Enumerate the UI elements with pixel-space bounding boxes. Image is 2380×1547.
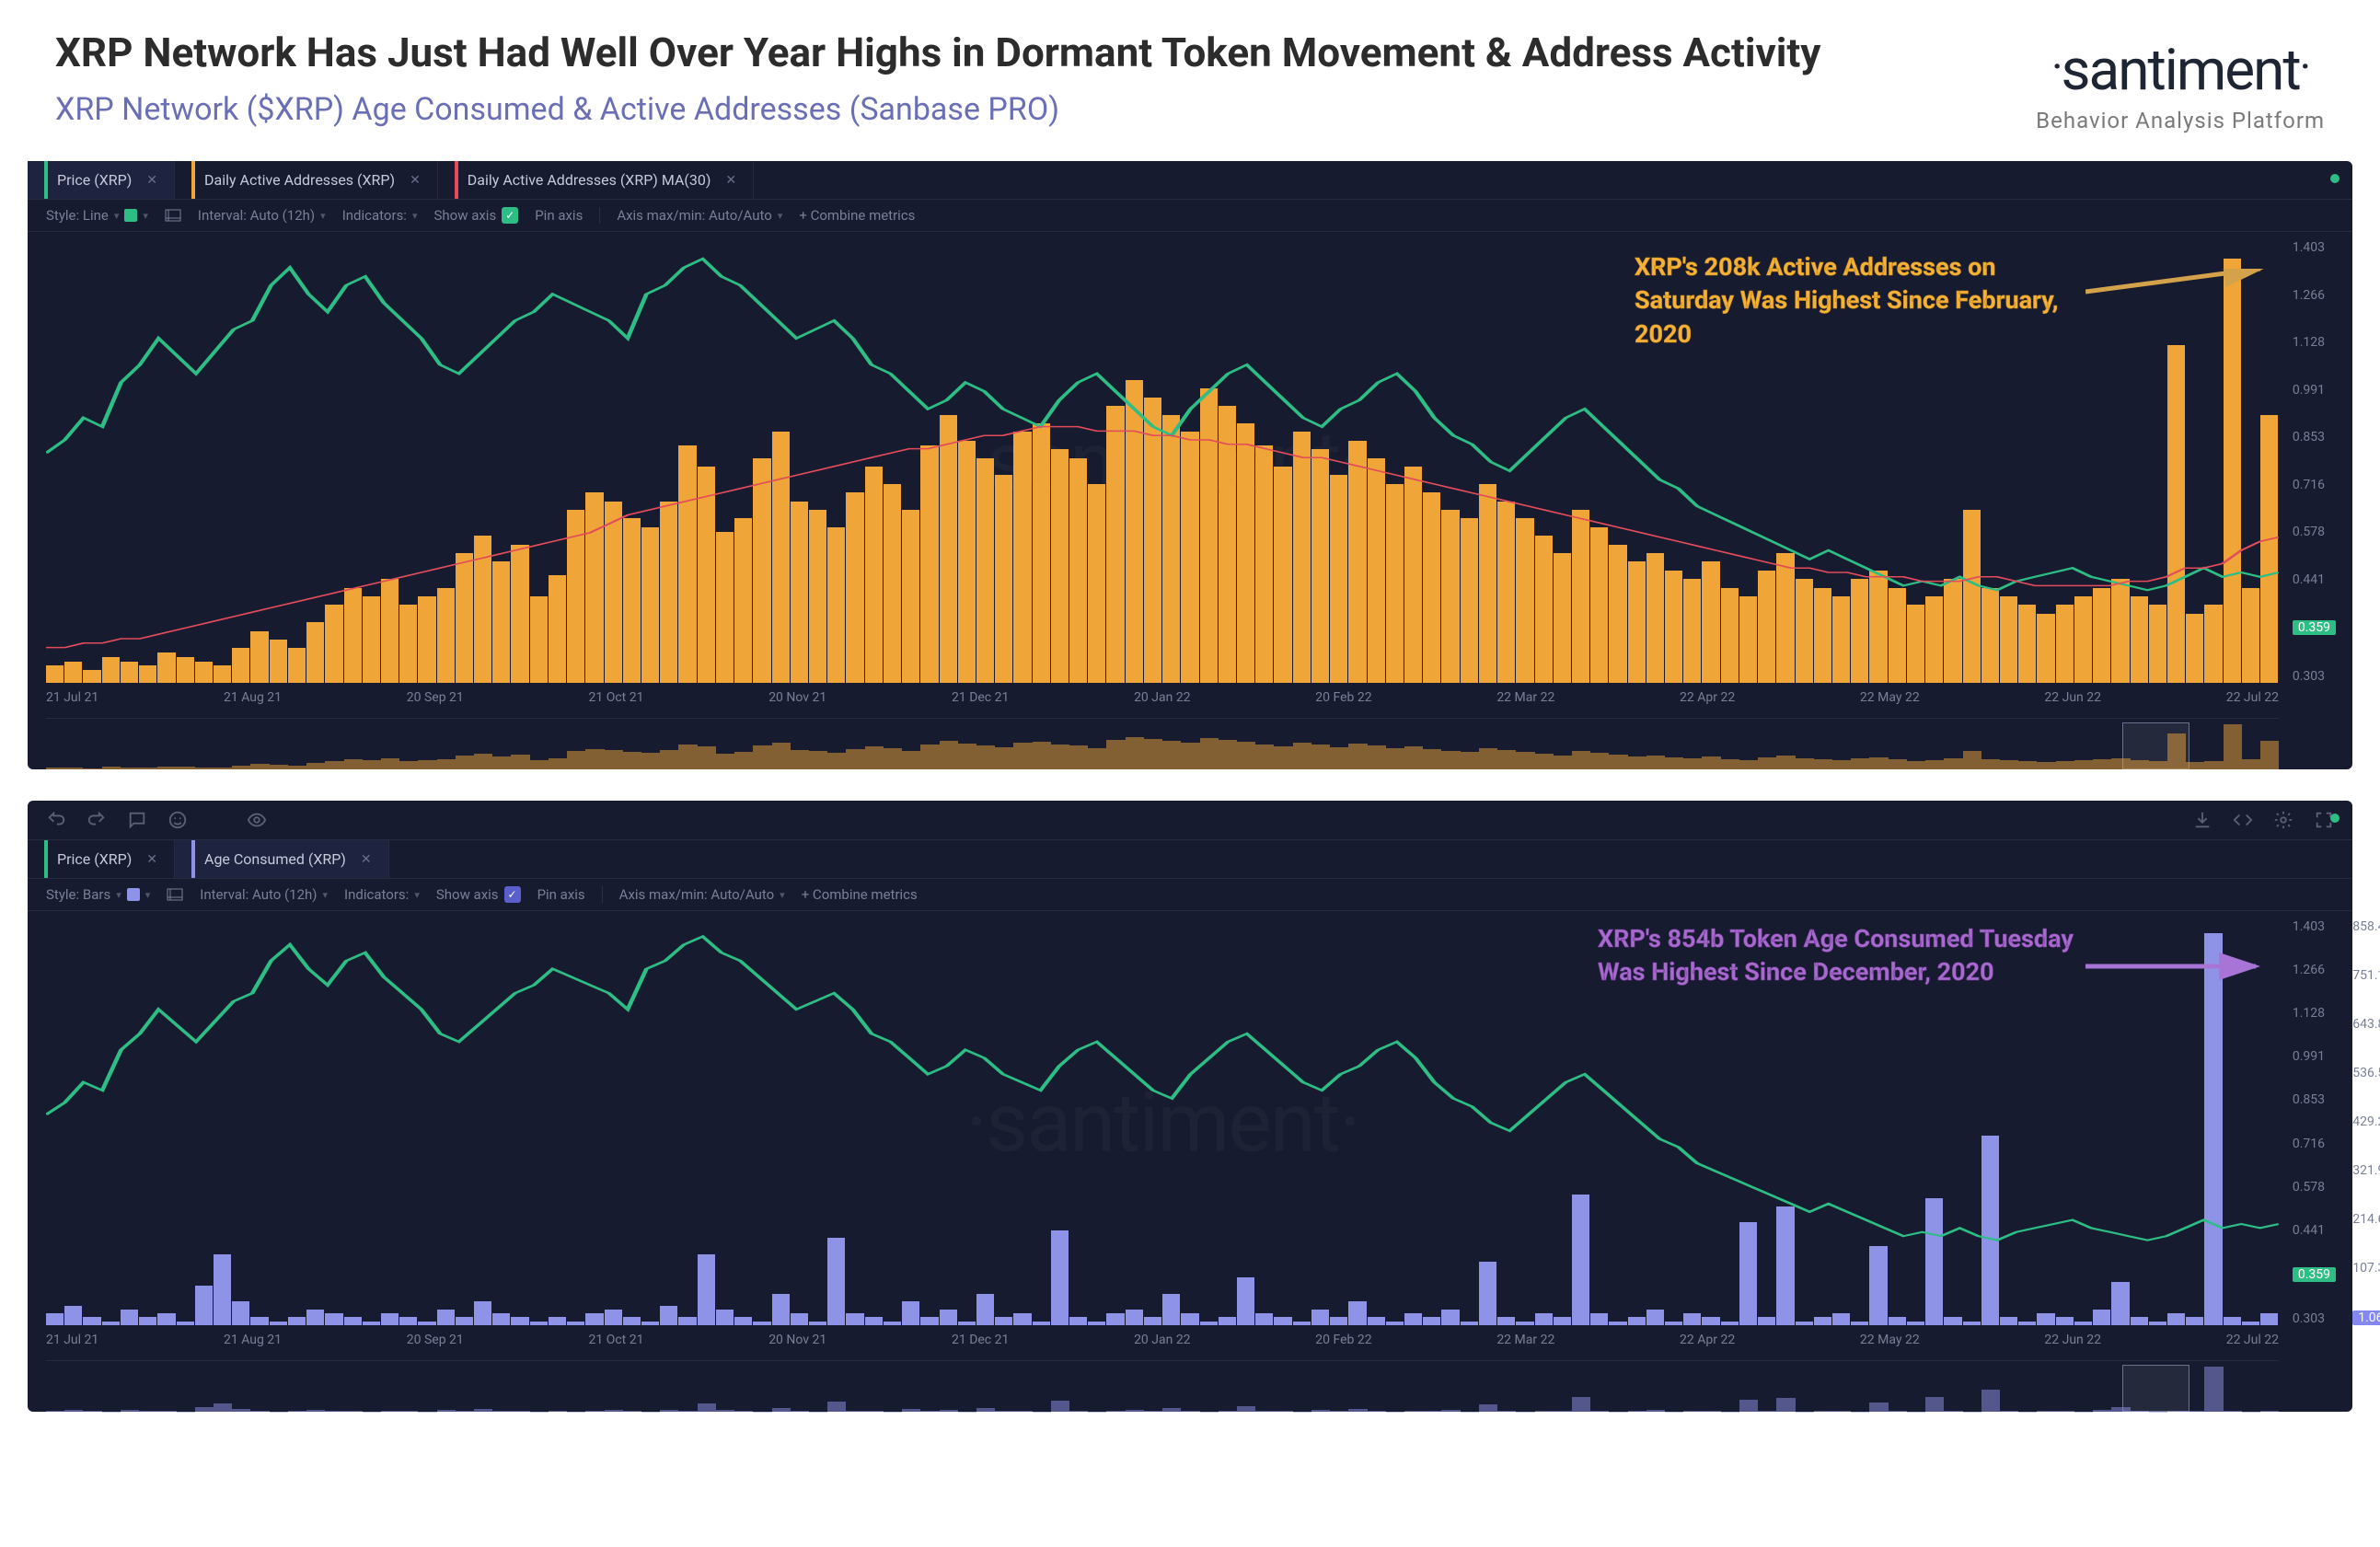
- top-x-axis: 21 Jul 2121 Aug 2120 Sep 2121 Oct 2120 N…: [28, 683, 2352, 712]
- undo-icon[interactable]: [46, 810, 66, 830]
- indicators-selector[interactable]: Indicators:▾: [344, 886, 420, 903]
- logo-subtitle: Behavior Analysis Platform: [2036, 108, 2325, 133]
- embed-icon[interactable]: [2233, 810, 2253, 830]
- top-annotation: XRP's 208k Active Addresses on Saturday …: [1635, 250, 2095, 351]
- bottom-chart-panel: Price (XRP)✕Age Consumed (XRP)✕ Style: B…: [28, 801, 2352, 1412]
- style-selector[interactable]: Style: Line▾ ▾: [46, 207, 148, 224]
- combine-metrics[interactable]: + Combine metrics: [802, 886, 918, 903]
- page-header: XRP Network Has Just Had Well Over Year …: [0, 0, 2380, 152]
- combine-metrics[interactable]: + Combine metrics: [799, 207, 915, 224]
- bottom-toolbar: [28, 801, 2352, 840]
- fullscreen-icon[interactable]: [2314, 810, 2334, 830]
- scale-icon[interactable]: [167, 888, 183, 901]
- bottom-annotation-arrow: [2085, 948, 2260, 985]
- show-axis-toggle[interactable]: Show axis ✓: [433, 207, 518, 224]
- indicators-selector[interactable]: Indicators:▾: [342, 207, 418, 224]
- page-title: XRP Network Has Just Had Well Over Year …: [55, 28, 2036, 78]
- close-icon[interactable]: ✕: [361, 852, 372, 867]
- close-icon[interactable]: ✕: [410, 173, 421, 188]
- bottom-style-controls: Style: Bars▾ ▾ Interval: Auto (12h)▾ Ind…: [28, 879, 2352, 911]
- bottom-annotation: XRP's 854b Token Age Consumed Tuesday Wa…: [1598, 922, 2095, 989]
- bottom-metric-tabs: Price (XRP)✕Age Consumed (XRP)✕: [28, 840, 2352, 879]
- emoji-icon[interactable]: [168, 810, 188, 830]
- interval-selector[interactable]: Interval: Auto (12h)▾: [200, 886, 328, 903]
- bottom-minimap[interactable]: [46, 1360, 2279, 1412]
- metric-tab[interactable]: Daily Active Addresses (XRP)✕: [175, 161, 438, 199]
- top-annotation-arrow: [2085, 269, 2270, 315]
- metric-tab[interactable]: Price (XRP)✕: [28, 161, 175, 199]
- metric-tab[interactable]: Age Consumed (XRP)✕: [175, 840, 389, 878]
- top-minimap[interactable]: [46, 718, 2279, 769]
- bottom-y-axis-age: 858.47B751.16B643.85B536.54B429.23B321.9…: [2352, 920, 2380, 1325]
- logo: ·santiment· Behavior Analysis Platform: [2036, 37, 2325, 133]
- pin-axis-toggle[interactable]: Pin axis: [535, 207, 583, 224]
- live-status-dot: [2330, 174, 2340, 183]
- page-subtitle: XRP Network ($XRP) Age Consumed & Active…: [55, 91, 2036, 128]
- axis-minmax[interactable]: Axis max/min: Auto/Auto▾: [619, 886, 785, 903]
- top-style-controls: Style: Line▾ ▾ Interval: Auto (12h)▾ Ind…: [28, 200, 2352, 232]
- header-titles: XRP Network Has Just Had Well Over Year …: [55, 28, 2036, 128]
- top-y-axis-right: 1.4031.2661.1280.9910.8530.7160.5780.441…: [2293, 241, 2336, 683]
- metric-tab[interactable]: Price (XRP)✕: [28, 840, 175, 878]
- bottom-chart-area[interactable]: ·santiment· 1.4031.2661.1280.9910.8530.7…: [46, 920, 2279, 1325]
- axis-minmax[interactable]: Axis max/min: Auto/Auto▾: [617, 207, 782, 224]
- close-icon[interactable]: ✕: [146, 173, 157, 188]
- style-selector[interactable]: Style: Bars▾ ▾: [46, 886, 150, 903]
- scale-icon[interactable]: [165, 209, 181, 222]
- gear-icon[interactable]: [2273, 810, 2293, 830]
- top-metric-tabs: Price (XRP)✕Daily Active Addresses (XRP)…: [28, 161, 2352, 200]
- top-chart-area[interactable]: ·santiment· 1.4031.2661.1280.9910.8530.7…: [46, 241, 2279, 683]
- bottom-x-axis: 21 Jul 2121 Aug 2120 Sep 2121 Oct 2120 N…: [28, 1325, 2352, 1355]
- visibility-icon[interactable]: [247, 810, 267, 830]
- top-chart-panel: Price (XRP)✕Daily Active Addresses (XRP)…: [28, 161, 2352, 769]
- pin-axis-toggle[interactable]: Pin axis: [537, 886, 585, 903]
- logo-text: ·santiment·: [2036, 37, 2325, 104]
- download-icon[interactable]: [2192, 810, 2212, 830]
- minimap-window[interactable]: [2122, 1365, 2189, 1412]
- close-icon[interactable]: ✕: [146, 852, 157, 867]
- redo-icon[interactable]: [87, 810, 107, 830]
- show-axis-toggle[interactable]: Show axis ✓: [436, 886, 521, 903]
- interval-selector[interactable]: Interval: Auto (12h)▾: [198, 207, 326, 224]
- comment-icon[interactable]: [127, 810, 147, 830]
- metric-tab[interactable]: Daily Active Addresses (XRP) MA(30)✕: [438, 161, 754, 199]
- close-icon[interactable]: ✕: [725, 173, 736, 188]
- bottom-y-axis-price: 1.4031.2661.1280.9910.8530.7160.5780.441…: [2293, 920, 2336, 1325]
